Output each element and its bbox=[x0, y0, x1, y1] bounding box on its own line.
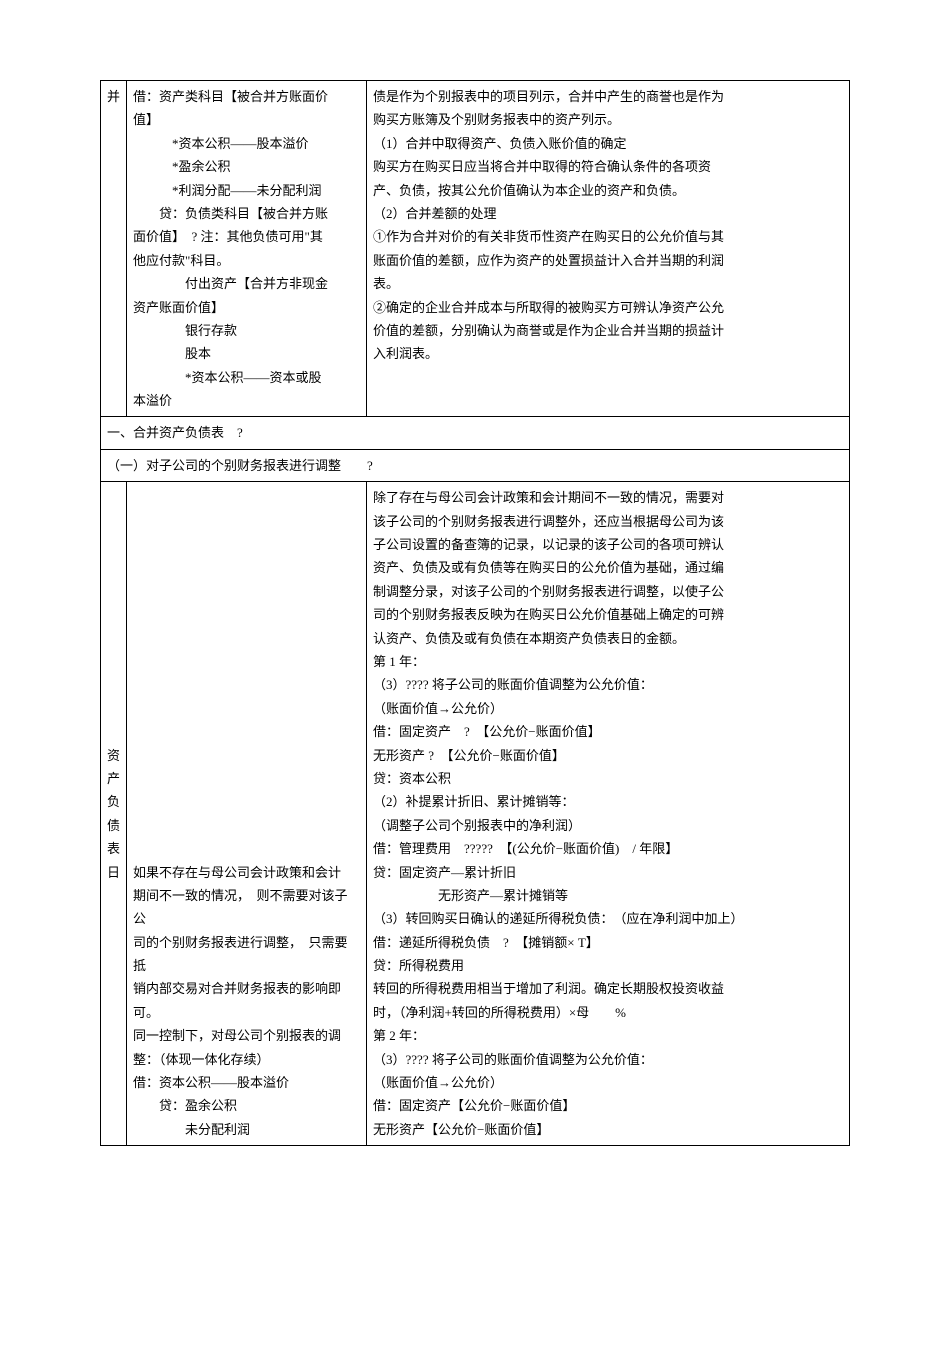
cell-right-content: 债是作为个别报表中的项目列示，合并中产生的商誉也是作为购买方账簿及个别财务报表中… bbox=[367, 81, 850, 417]
table-row: 资产负债表日 如果不存在与母公司会计政策和会计期间不一致的情况， 则不需要对该子… bbox=[101, 482, 850, 1146]
subsection-header: （一）对子公司的个别财务报表进行调整 ? bbox=[101, 449, 850, 481]
cell-left-content: 借：资产类科目【被合并方账面价值】 *资本公积——股本溢价 *盈余公积 *利润分… bbox=[127, 81, 367, 417]
cell-merge-label: 并 bbox=[101, 81, 127, 417]
vertical-label: 资产负债表日 bbox=[101, 482, 127, 1146]
cell-right-content: 除了存在与母公司会计政策和会计期间不一致的情况，需要对该子公司的个别财务报表进行… bbox=[367, 482, 850, 1146]
cell-left-content: 如果不存在与母公司会计政策和会计期间不一致的情况， 则不需要对该子公司的个别财务… bbox=[127, 482, 367, 1146]
section-header: 一、合并资产负债表 ? bbox=[101, 417, 850, 449]
table-row: 并 借：资产类科目【被合并方账面价值】 *资本公积——股本溢价 *盈余公积 *利… bbox=[101, 81, 850, 417]
table-row: 一、合并资产负债表 ? bbox=[101, 417, 850, 449]
table-row: （一）对子公司的个别财务报表进行调整 ? bbox=[101, 449, 850, 481]
document-table: 并 借：资产类科目【被合并方账面价值】 *资本公积——股本溢价 *盈余公积 *利… bbox=[100, 80, 850, 1146]
